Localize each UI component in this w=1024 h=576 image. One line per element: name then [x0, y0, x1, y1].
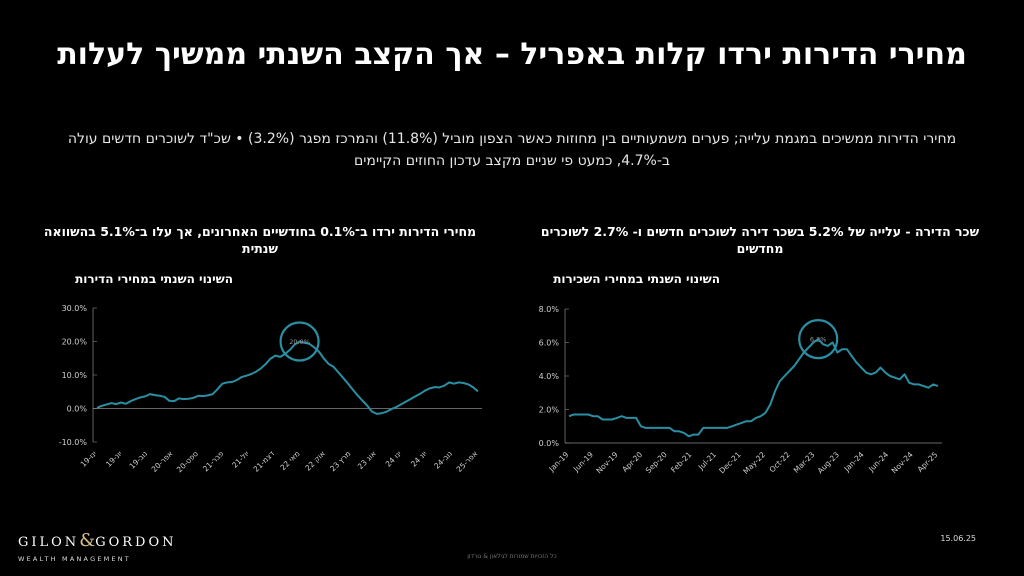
- x-tick-label: Mar-23: [792, 450, 817, 475]
- left-chart-label: השינוי השנתי במחירי הדירות: [75, 272, 233, 286]
- x-tick-label: Jan-19: [547, 450, 571, 474]
- y-tick-label: 8.0%: [539, 305, 560, 314]
- x-tick-label: דצמ-21: [252, 449, 277, 474]
- left-chart-title: מחירי הדירות ירדו ב־0.1% בחודשיים האחרונ…: [43, 224, 477, 256]
- house-price-chart: 30.0%20.0%10.0%0.0%-10.0%ינו-19יונ-19נוב…: [59, 304, 482, 474]
- peak-callout-circle: [798, 319, 839, 360]
- x-tick-label: Apr-20: [620, 450, 644, 474]
- x-tick-label: ינו-19: [79, 449, 99, 469]
- report-date: 15.06.25: [940, 534, 976, 543]
- x-tick-label: Jul-21: [696, 450, 718, 472]
- series-line: [96, 340, 479, 415]
- page-subtitle: מחירי הדירות ממשיכים במגמת עלייה; פערים …: [67, 131, 957, 169]
- company-logo: GILON&GORDON WEALTH MANAGEMENT: [18, 530, 174, 563]
- y-tick-label: 0.0%: [539, 439, 560, 448]
- page-title: מחירי הדירות ירדו קלות באפריל – אך הקצב …: [57, 37, 967, 72]
- footer-copyright: כל הזכויות שמורות לגילאון & גורדון: [467, 553, 557, 560]
- x-tick-label: Nov-24: [890, 450, 915, 475]
- x-tick-label: אפר-25: [455, 449, 480, 474]
- series-line: [568, 338, 939, 438]
- x-tick-label: Feb-21: [669, 450, 694, 475]
- x-tick-label: ספט-20: [175, 449, 200, 474]
- y-tick-label: -10.0%: [59, 438, 88, 447]
- x-tick-label: מרץ 23: [328, 449, 352, 473]
- x-tick-label: Dec-21: [717, 450, 742, 475]
- y-tick-label: 20.0%: [62, 338, 88, 347]
- x-tick-label: Jun-24: [866, 450, 890, 474]
- x-tick-label: מאי 22: [278, 449, 301, 472]
- y-tick-label: 10.0%: [62, 371, 88, 380]
- x-tick-label: נוב-24: [432, 449, 454, 471]
- x-tick-label: אוק 22: [303, 449, 327, 473]
- x-tick-label: פבר-21: [201, 449, 226, 474]
- rent-chart: 8.0%6.0%4.0%2.0%0.0%Jan-19 Jun-19 Nov-19 Ap…: [539, 305, 942, 476]
- x-tick-label: נוב-19: [128, 449, 150, 471]
- x-tick-label: Jan-24: [842, 450, 866, 474]
- right-chart-title: שכר הדירה - עלייה של 5.2% בשכר דירה לשוכ…: [540, 224, 980, 256]
- x-tick-label: יונ-19: [104, 449, 124, 469]
- peak-callout-label: 6.2%: [810, 336, 827, 344]
- y-tick-label: 6.0%: [539, 339, 560, 348]
- x-tick-label: Jun-19: [571, 450, 595, 474]
- y-tick-label: 0.0%: [67, 405, 88, 414]
- y-tick-label: 2.0%: [539, 406, 560, 415]
- x-tick-label: יונ 24: [409, 449, 429, 469]
- x-tick-label: אוג 23: [356, 449, 378, 471]
- x-tick-label: Sep-20: [644, 450, 669, 475]
- x-tick-label: Apr-25: [916, 450, 940, 474]
- x-tick-label: Nov-19: [594, 450, 619, 475]
- peak-callout-circle: [279, 321, 320, 362]
- y-tick-label: 30.0%: [62, 304, 88, 313]
- logo-text-right: GORDON: [95, 535, 177, 550]
- x-tick-label: Aug-23: [816, 450, 842, 476]
- x-tick-label: May-22: [741, 450, 767, 476]
- x-tick-label: אפר-20: [150, 449, 175, 474]
- x-tick-label: ינו 24: [384, 449, 404, 469]
- logo-ampersand: &: [79, 530, 96, 551]
- logo-text-left: GILON: [18, 535, 80, 550]
- right-chart-label: השינוי השנתי במחירי השכירות: [553, 272, 720, 286]
- x-tick-label: Oct-22: [768, 450, 792, 474]
- y-tick-label: 4.0%: [539, 372, 560, 381]
- x-tick-label: יול-21: [230, 449, 251, 470]
- logo-subtitle: WEALTH MANAGEMENT: [18, 555, 131, 563]
- peak-callout-label: 20.0%: [289, 338, 310, 346]
